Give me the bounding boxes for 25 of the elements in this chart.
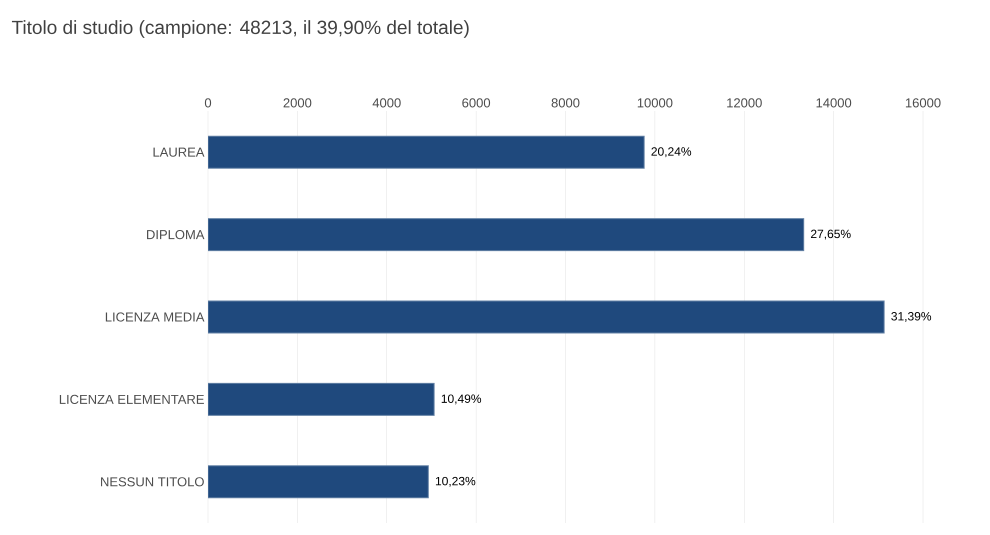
bar [208,218,804,252]
bar [208,136,645,169]
x-tick-label: 12000 [727,98,762,108]
x-tick-label: 16000 [906,98,941,108]
x-tick-label: 0 [204,98,212,108]
bar [208,465,429,498]
annotation: 31,39% [891,312,932,322]
x-tick-label: 14000 [816,98,852,108]
x-tick-label: 2000 [284,98,312,108]
annotation: 27,65% [811,230,851,240]
y-tick-label: LICENZA MEDIA [106,312,204,322]
x-tick-label: 4000 [372,98,401,108]
y-tick-label: LAUREA [154,148,204,157]
annotation: 20,24% [651,147,692,158]
bar [208,300,885,334]
x-tick-label: 10000 [638,98,672,108]
annotation: 10,23% [436,476,476,487]
annotation: 10,49% [442,394,482,404]
chart-title: Titolo di studio (campione: 48213, il 39,90% del totale) [12,20,469,38]
x-tick-label: 8000 [552,98,580,108]
y-tick-label: DIPLOMA [147,230,204,240]
y-tick-label: NESSUN TITOLO [101,477,204,486]
x-tick-label: 6000 [462,98,490,108]
y-tick-label: LICENZA ELEMENTARE [60,394,204,404]
bar [208,382,435,416]
